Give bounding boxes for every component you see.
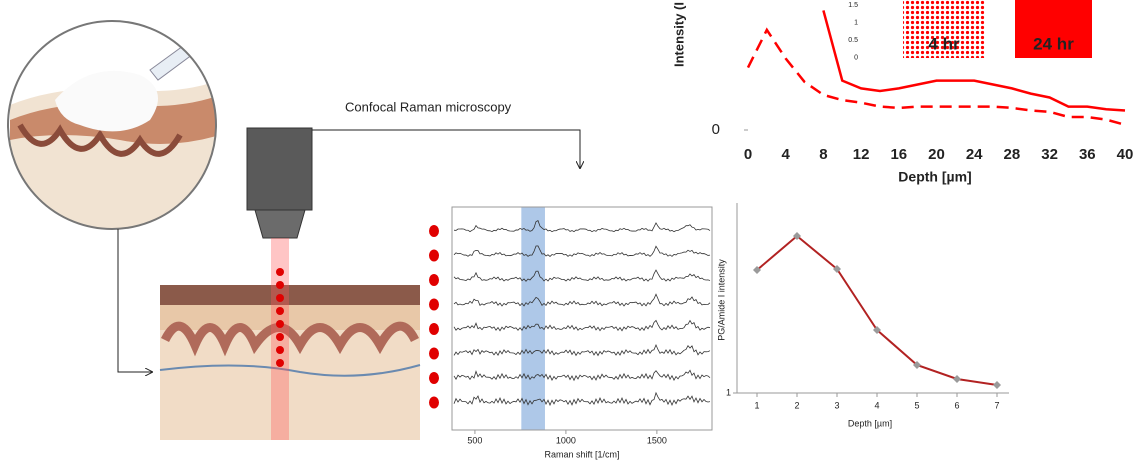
depth-dot [276,333,284,341]
depth-dot [429,372,439,384]
x-tick-label: 4 [874,400,879,410]
point [833,265,841,273]
series-line [822,10,1126,112]
inset-tick-label: 1 [854,19,858,26]
depth-dot [429,249,439,262]
x-tick-label: 5 [914,400,919,410]
x-tick-label: 1000 [556,435,576,445]
x-tick-label: 1 [754,400,759,410]
inset-tick-label: 1.5 [848,2,858,9]
point [993,381,1001,389]
depth-dot [276,307,284,315]
spectrum-trace [453,269,711,282]
magnifier-circle [7,20,217,230]
y-axis-label: Intensity (I [671,2,686,67]
x-tick-label: 12 [853,146,870,163]
y-axis-label: PG/Amide I intensity [716,259,726,341]
x-tick-label: 7 [994,400,999,410]
x-axis-label: Raman shift [1/cm] [544,449,619,459]
x-tick-label: 20 [928,146,945,163]
spectrum-trace [453,369,711,382]
legend-swatch [1015,0,1092,58]
x-tick-label: 36 [1079,146,1096,163]
x-tick-label: 24 [966,146,983,163]
legend-label: 4 hr [928,34,960,53]
arrow [312,129,580,168]
depth-points [276,225,439,409]
x-tick-label: 1500 [647,435,667,445]
point [873,326,881,334]
skin-illustration [8,21,216,229]
depth-dot [429,347,439,360]
x-tick-label: 32 [1041,146,1058,163]
spectrum-trace [453,220,711,233]
x-tick-label: 2 [794,400,799,410]
depth-dot [276,320,284,328]
spectrum-trace [453,391,711,407]
plot-frame [451,206,713,431]
inset-tick-label: 0 [854,54,858,61]
spectrum-trace [453,319,711,332]
point [753,266,761,274]
microscopy-label: Confocal Raman microscopy [345,99,512,114]
depth-dot [429,396,439,409]
series-line [746,27,1126,127]
depth-dot [429,298,439,311]
inset-tick-label: 0.5 [848,37,858,44]
x-tick-label: 4 [782,146,791,163]
x-tick-label: 3 [834,400,839,410]
spectrum-trace [453,344,711,357]
depth-dot [276,359,284,367]
depth-dot [429,323,439,335]
depth-dot [276,281,284,289]
x-tick-label: 16 [890,146,907,163]
legend-swatch [903,0,985,58]
depth-dot [276,346,284,354]
x-tick-label: 6 [954,400,959,410]
legend-label: 24 hr [1033,34,1074,53]
spectrum-trace [453,245,711,257]
depth-dot [429,274,439,286]
point [913,361,921,369]
skin-section [159,285,421,440]
series-line [756,234,998,386]
x-axis-label: Depth [µm] [898,169,971,185]
point [953,375,961,383]
line-chart [733,203,1009,397]
depth-dot [276,294,284,302]
x-tick-label: 0 [744,146,752,163]
depth-dot [276,268,284,276]
point [793,232,801,240]
x-axis-label: Depth [µm] [848,418,892,428]
spectrum-trace [453,293,711,307]
depth-dot [429,225,439,237]
x-tick-label: 500 [467,435,482,445]
x-tick-label: 8 [819,146,827,163]
line-chart [744,10,1126,131]
y-tick-label: 1 [726,387,731,397]
x-tick-label: 40 [1117,146,1134,163]
arrow [117,229,152,372]
highlight-band [521,207,545,430]
y-tick-label: 0 [712,121,720,138]
x-tick-label: 28 [1004,146,1021,163]
